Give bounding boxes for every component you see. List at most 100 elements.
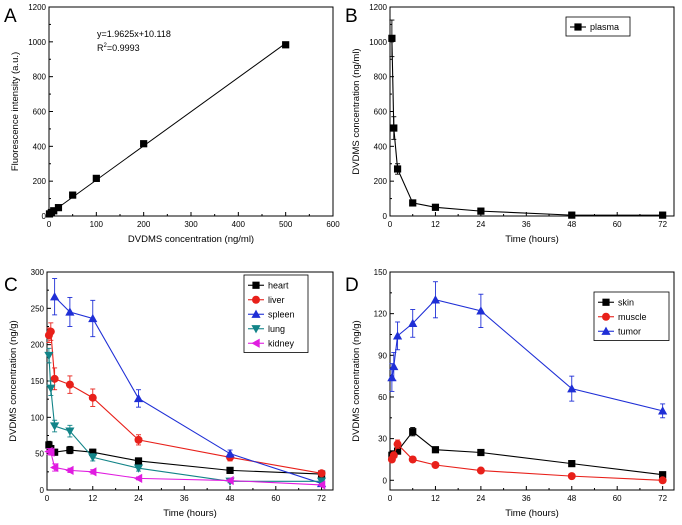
x-tick-label: 72 xyxy=(658,220,667,229)
data-point-lung xyxy=(50,422,60,431)
y-tick-label: 0 xyxy=(42,212,47,221)
data-point-heart xyxy=(45,441,53,449)
x-tick-label: 72 xyxy=(658,494,667,503)
series-line-tumor xyxy=(391,299,663,412)
y-tick-label: 1200 xyxy=(369,3,387,12)
data-point-lung xyxy=(65,427,75,436)
data-point-skin xyxy=(431,446,440,454)
legend-label-heart: heart xyxy=(268,280,289,290)
data-point-muscle xyxy=(567,472,576,481)
series-kidney xyxy=(44,446,326,490)
y-tick-label: 600 xyxy=(374,108,388,117)
x-tick-label: 48 xyxy=(567,494,576,503)
series-plasma xyxy=(388,19,667,219)
data-point-kidney xyxy=(316,480,326,490)
data-point-liver xyxy=(50,374,59,383)
x-axis-label: DVDMS concentration (ng/ml) xyxy=(128,234,254,245)
panel-letter: C xyxy=(4,275,18,296)
data-point-spleen xyxy=(65,307,75,316)
series-spleen xyxy=(50,278,327,488)
data-point-plasma xyxy=(393,165,402,173)
y-tick-label: 1000 xyxy=(369,38,387,47)
data-point-tumor xyxy=(430,295,441,304)
data-point-lung xyxy=(88,453,98,462)
y-tick-label: 250 xyxy=(31,304,45,313)
x-tick-label: 12 xyxy=(88,494,97,503)
x-tick-label: 36 xyxy=(522,494,531,503)
y-tick-label: 30 xyxy=(378,435,387,444)
y-tick-label: 600 xyxy=(33,108,47,117)
series-line-liver xyxy=(48,329,322,474)
x-axis-label: Time (hours) xyxy=(505,508,559,519)
legend-label-kidney: kidney xyxy=(268,338,295,348)
data-point-lung xyxy=(316,477,327,486)
panel-d: 0 12 24 36 48 60 72 0 30 60 90 120 150 Time (hours) DV… xyxy=(345,268,675,519)
legend-marker-kidney xyxy=(251,338,260,348)
y-tick-label: 300 xyxy=(31,268,45,277)
plot-frame xyxy=(389,6,675,217)
data-point-spleen xyxy=(225,449,235,458)
data-point-standard xyxy=(50,207,58,215)
data-point-muscle xyxy=(658,476,667,485)
data-point-tumor xyxy=(387,372,397,382)
data-point-skin xyxy=(477,448,485,457)
series-line-lung xyxy=(48,355,322,482)
data-point-spleen xyxy=(50,292,60,301)
data-point-liver xyxy=(88,393,97,402)
r-squared-part: =0.9993 xyxy=(107,43,140,53)
regression-line xyxy=(48,42,286,215)
x-tick-label: 500 xyxy=(279,220,293,229)
x-tick-label: 300 xyxy=(184,220,198,229)
y-tick-label: 150 xyxy=(374,268,388,277)
x-tick-label: 24 xyxy=(476,220,485,229)
data-point-muscle xyxy=(393,440,402,449)
x-axis-label: Time (hours) xyxy=(505,234,559,245)
data-point-lung xyxy=(133,464,144,473)
x-tick-label: 60 xyxy=(613,494,622,503)
series-standard xyxy=(45,41,290,218)
data-point-heart xyxy=(51,448,59,456)
y-tick-label: 100 xyxy=(31,413,45,422)
data-point-standard xyxy=(282,41,290,49)
legend: plasma xyxy=(565,16,631,37)
x-axis-label: Time (hours) xyxy=(163,508,217,519)
series-heart xyxy=(45,440,326,478)
data-point-standard xyxy=(92,174,100,182)
series-skin xyxy=(388,427,667,479)
y-tick-label: 1200 xyxy=(28,3,46,12)
data-point-muscle xyxy=(408,455,417,464)
panel-a: 0 100 200 300 400 500 600 0 200 400 600 800 1000 1200… xyxy=(4,3,340,245)
panel-letter: D xyxy=(345,275,359,296)
x-tick-label: 0 xyxy=(47,220,52,229)
data-point-tumor xyxy=(408,318,418,328)
data-point-kidney xyxy=(46,447,55,457)
x-tick-label: 0 xyxy=(45,494,50,503)
data-point-kidney xyxy=(88,467,97,477)
data-point-liver xyxy=(134,435,143,444)
data-point-skin xyxy=(659,471,667,479)
data-point-heart xyxy=(226,466,234,474)
series-line-plasma xyxy=(391,38,663,216)
x-tick-label: 12 xyxy=(431,494,440,503)
panel-letter: B xyxy=(345,6,358,27)
data-point-skin xyxy=(393,447,402,455)
legend-label-muscle: muscle xyxy=(618,312,647,322)
legend-label-skin: skin xyxy=(618,297,634,307)
y-tick-label: 200 xyxy=(374,177,388,186)
data-point-liver xyxy=(317,469,326,478)
y-tick-label: 60 xyxy=(378,393,387,402)
x-tick-label: 36 xyxy=(180,494,189,503)
data-point-kidney xyxy=(65,465,74,475)
y-axis-label: DVDMS concentration (ng/ml) xyxy=(351,48,362,174)
y-tick-label: 200 xyxy=(33,177,47,186)
legend-label-lung: lung xyxy=(268,324,285,334)
legend-label-liver: liver xyxy=(268,295,285,305)
y-axis-label: DVDMS concentration (ng/g) xyxy=(351,320,362,441)
data-point-spleen xyxy=(133,393,144,403)
legend-marker-skin xyxy=(602,298,610,306)
legend-marker-plasma xyxy=(574,23,582,31)
data-point-heart xyxy=(134,457,143,465)
y-tick-label: 0 xyxy=(40,486,45,495)
y-tick-label: 50 xyxy=(35,450,44,459)
data-point-plasma xyxy=(568,211,576,219)
